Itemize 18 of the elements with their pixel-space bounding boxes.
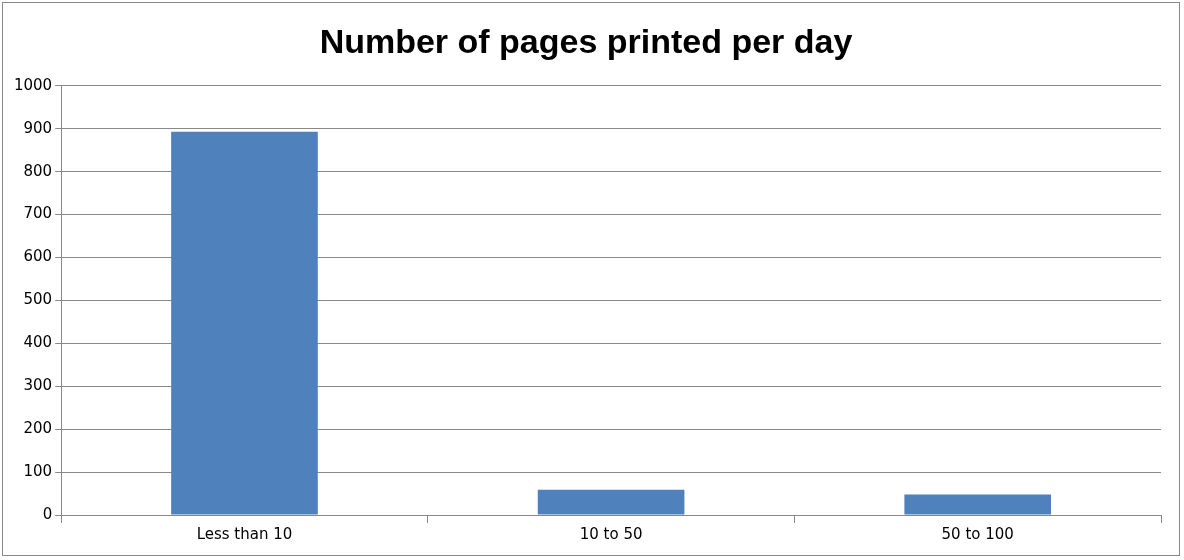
- chart-title: Number of pages printed per day: [319, 21, 853, 60]
- y-tick-label: 500: [23, 290, 53, 309]
- bar: [171, 131, 318, 515]
- y-tick-label: 1000: [13, 75, 53, 94]
- x-tick-label: 10 to 50: [579, 524, 643, 543]
- y-tick-label: 100: [23, 461, 53, 480]
- x-tick-label: Less than 10: [196, 524, 293, 543]
- y-tick-label: 700: [23, 204, 53, 223]
- y-tick-label: 0: [42, 504, 53, 523]
- y-tick-label: 300: [23, 376, 53, 395]
- y-tick-label: 800: [23, 161, 53, 180]
- bar: [904, 494, 1052, 515]
- y-tick-label: 200: [23, 419, 53, 438]
- y-tick-label: 900: [23, 118, 53, 137]
- y-tick-label: 400: [23, 333, 53, 352]
- x-tick-label: 50 to 100: [941, 524, 1014, 543]
- bar: [537, 489, 685, 515]
- y-tick-label: 600: [23, 247, 53, 266]
